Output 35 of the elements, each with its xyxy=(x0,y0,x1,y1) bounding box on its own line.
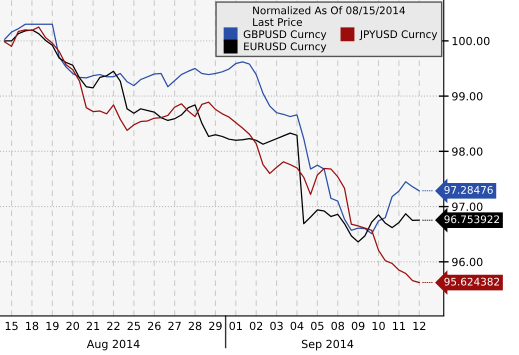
x-tick-label: 25 xyxy=(128,322,140,330)
annotation: 97.28476 xyxy=(444,186,493,194)
x-tick-label: 18 xyxy=(26,322,38,330)
y-tick-label: 97.00 xyxy=(452,202,482,211)
y-tick-label: 96.00 xyxy=(452,258,482,266)
x-tick-label: 08 xyxy=(331,322,344,330)
x-tick-label: 09 xyxy=(352,322,364,330)
legend-label: GBPUSD Curncy xyxy=(244,30,326,40)
x-tick-label: 12 xyxy=(413,322,426,330)
x-tick-label: 05 xyxy=(311,322,324,330)
x-tick-label: 29 xyxy=(209,322,222,330)
x-tick-label: 20 xyxy=(66,322,80,330)
x-tick-label: 11 xyxy=(393,322,405,330)
x-tick-label: 04 xyxy=(290,322,304,330)
x-tick-label: 02 xyxy=(250,322,262,330)
text: Sep 2014 xyxy=(302,340,354,350)
legend-label: EURUSD Curncy xyxy=(244,42,326,52)
x-tick-label: 27 xyxy=(168,322,181,330)
x-tick-label: 10 xyxy=(372,322,385,330)
y-tick-label: 98.00 xyxy=(452,147,482,156)
x-tick-label: 21 xyxy=(86,322,100,330)
x-tick-label: 26 xyxy=(148,322,161,330)
x-tick-label: 19 xyxy=(46,322,59,330)
x-tick-label: 15 xyxy=(6,322,18,330)
x-tick-label: 22 xyxy=(107,322,120,330)
y-tick-label: 99.00 xyxy=(452,92,482,100)
x-tick-label: 01 xyxy=(229,322,242,330)
legend-label: JPYUSD Curncy xyxy=(359,30,438,40)
x-tick-label: 03 xyxy=(270,322,283,330)
x-tick-label: 28 xyxy=(188,322,202,330)
legend-title: Normalized As Of 08/15/2014 Last Price xyxy=(253,6,405,26)
annotation: 95.624382 xyxy=(444,278,500,286)
text: Aug 2014 xyxy=(86,340,140,350)
y-tick-label: 100.00 xyxy=(452,36,490,46)
annotation: 96.753922 xyxy=(444,215,500,224)
